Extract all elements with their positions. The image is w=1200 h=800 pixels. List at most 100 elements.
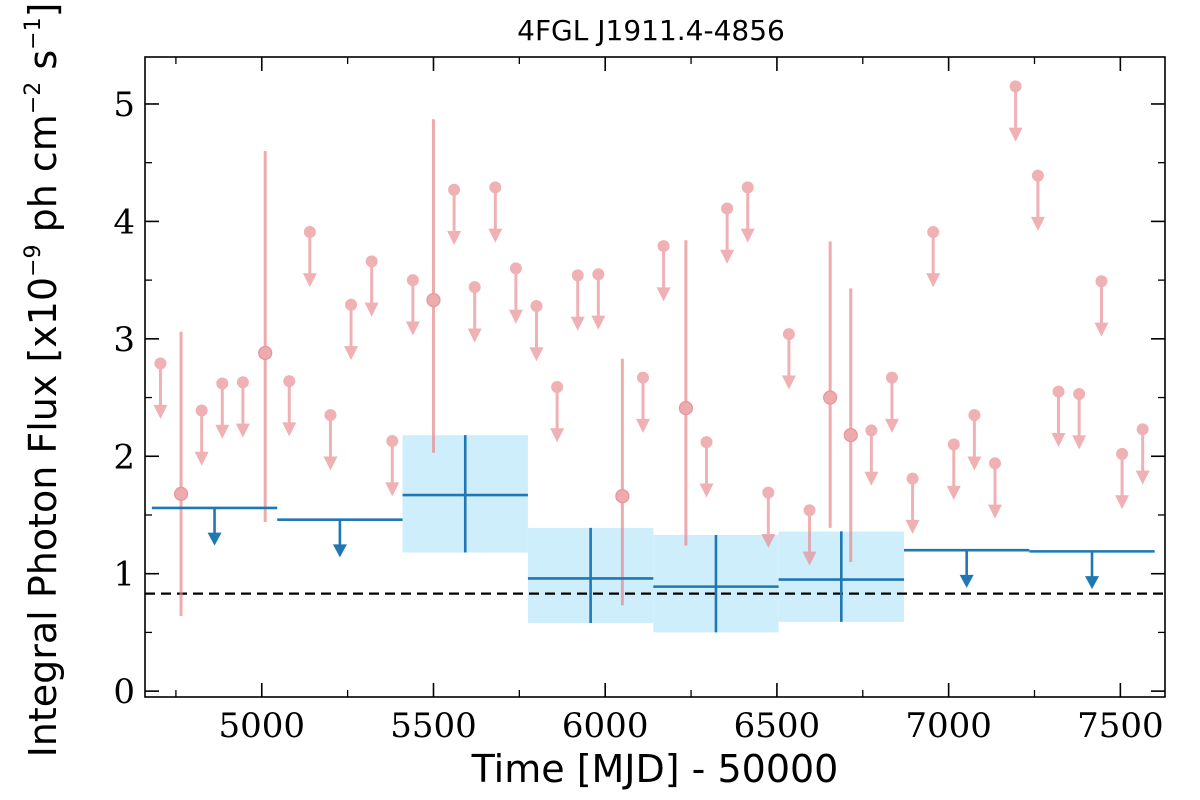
coarse-ul-arrow-2 xyxy=(959,574,974,588)
fine-det-point-0 xyxy=(173,486,189,501)
fine-ul-arrow-6 xyxy=(323,456,338,471)
x-tick-label-1: 5500 xyxy=(390,706,477,746)
fine-ul-point-11 xyxy=(448,183,461,196)
x-tick-label-2: 6000 xyxy=(562,706,649,746)
y-axis-title-exponent-1: −9 xyxy=(21,244,46,276)
fine-ul-arrow-4 xyxy=(282,422,297,437)
y-axis-title-suffix: ] xyxy=(21,3,65,18)
fine-ul-arrow-29 xyxy=(905,519,920,534)
fine-ul-point-28 xyxy=(885,371,898,384)
fine-ul-arrow-19 xyxy=(635,418,650,433)
fine-ul-arrow-17 xyxy=(570,316,585,331)
fine-ul-point-27 xyxy=(865,424,878,437)
fine-ul-point-6 xyxy=(324,409,337,422)
fine-ul-point-14 xyxy=(509,262,522,275)
fine-ul-point-25 xyxy=(782,328,795,341)
fine-ul-arrow-33 xyxy=(988,504,1002,519)
axis-ticks: 5000 5500 6000 6500 7000 7500 0 1 2 3 4 5 xyxy=(113,57,1165,746)
fine-ul-point-39 xyxy=(1116,447,1129,460)
fine-ul-arrow-40 xyxy=(1135,470,1150,485)
fine-ul-arrow-25 xyxy=(781,375,796,390)
fine-upper-limits xyxy=(153,80,1150,566)
fine-ul-arrow-34 xyxy=(1008,127,1023,142)
fine-ul-point-3 xyxy=(236,376,249,389)
fine-ul-arrow-18 xyxy=(591,315,606,330)
coarse-ul-arrow-0 xyxy=(207,532,222,546)
fine-ul-arrow-2 xyxy=(215,424,230,439)
fine-ul-point-32 xyxy=(968,409,981,422)
fine-ul-arrow-35 xyxy=(1030,216,1045,231)
y-axis-title-unit-1: ph cm xyxy=(21,114,65,244)
y-tick-label-0: 0 xyxy=(113,672,135,712)
fine-ul-arrow-7 xyxy=(344,346,359,361)
fine-ul-point-1 xyxy=(195,404,208,417)
axes-frame xyxy=(144,56,1166,698)
fine-det-point-5 xyxy=(823,390,838,405)
fine-ul-point-19 xyxy=(636,371,649,384)
fine-ul-arrow-5 xyxy=(302,273,317,288)
x-tick-label-4: 7000 xyxy=(905,706,992,746)
y-tick-label-1: 1 xyxy=(113,555,135,595)
y-tick-label-4: 4 xyxy=(113,202,135,242)
fine-ul-arrow-36 xyxy=(1051,433,1066,447)
y-axis-title-unit-2: s xyxy=(21,50,65,82)
fine-det-point-1 xyxy=(258,345,273,361)
fine-ul-point-37 xyxy=(1073,388,1086,401)
fine-det-point-4 xyxy=(678,401,694,416)
fine-ul-point-13 xyxy=(489,181,502,194)
fine-ul-arrow-30 xyxy=(926,273,941,288)
x-tick-label-5: 7500 xyxy=(1077,706,1164,746)
fine-ul-arrow-15 xyxy=(529,347,544,362)
fine-ul-arrow-10 xyxy=(405,321,420,336)
fine-det-point-2 xyxy=(426,292,441,308)
y-axis-title: Integral Photon Flux [x10−9 ph cm−2 s−1] xyxy=(21,3,65,758)
y-tick-label-5: 5 xyxy=(113,85,135,125)
fine-ul-point-17 xyxy=(571,269,584,282)
fine-ul-point-23 xyxy=(741,181,754,194)
plot-area xyxy=(145,80,1165,633)
fine-ul-point-16 xyxy=(551,380,564,393)
fine-ul-arrow-37 xyxy=(1072,435,1087,450)
x-tick-label-3: 6500 xyxy=(734,706,821,746)
fine-ul-arrow-32 xyxy=(967,456,982,471)
coarse-ul-arrow-1 xyxy=(332,544,347,558)
fine-ul-point-21 xyxy=(700,436,713,449)
fine-ul-point-10 xyxy=(406,274,419,287)
fine-ul-arrow-11 xyxy=(447,231,462,246)
fine-ul-point-8 xyxy=(365,255,378,268)
y-axis-title-exponent-2: −2 xyxy=(21,82,46,114)
fine-ul-point-20 xyxy=(657,240,670,253)
fine-ul-arrow-28 xyxy=(884,418,899,433)
fine-ul-point-18 xyxy=(592,268,605,281)
fine-ul-point-35 xyxy=(1031,169,1044,182)
fine-ul-arrow-16 xyxy=(550,428,565,443)
fine-ul-arrow-27 xyxy=(864,471,879,486)
fine-ul-arrow-22 xyxy=(720,249,735,264)
fine-ul-arrow-38 xyxy=(1094,322,1109,337)
fine-ul-arrow-1 xyxy=(194,451,209,466)
fine-ul-point-2 xyxy=(216,377,229,390)
fine-ul-point-36 xyxy=(1052,385,1065,398)
fine-ul-point-15 xyxy=(530,299,543,312)
fine-ul-point-0 xyxy=(154,357,167,370)
fine-ul-point-7 xyxy=(345,298,358,311)
fine-ul-point-40 xyxy=(1136,423,1149,436)
fine-ul-arrow-21 xyxy=(699,483,714,498)
fine-ul-arrow-24 xyxy=(761,533,776,548)
x-tick-label-0: 5000 xyxy=(219,706,306,746)
fine-ul-point-22 xyxy=(721,202,734,215)
fine-ul-arrow-39 xyxy=(1115,495,1130,510)
fine-ul-arrow-14 xyxy=(508,309,523,324)
fine-ul-point-9 xyxy=(386,435,399,447)
fine-ul-arrow-8 xyxy=(364,302,379,317)
fine-ul-arrow-13 xyxy=(488,228,503,243)
y-tick-label-2: 2 xyxy=(113,437,135,477)
fine-ul-point-29 xyxy=(906,472,919,485)
fine-ul-point-34 xyxy=(1009,80,1022,93)
coarse-ul-arrow-3 xyxy=(1085,576,1100,590)
y-axis-title-exponent-3: −1 xyxy=(21,17,46,49)
fine-ul-point-12 xyxy=(468,281,481,294)
chart-title: 4FGL J1911.4-4856 xyxy=(517,14,785,47)
fine-ul-arrow-23 xyxy=(740,228,755,243)
